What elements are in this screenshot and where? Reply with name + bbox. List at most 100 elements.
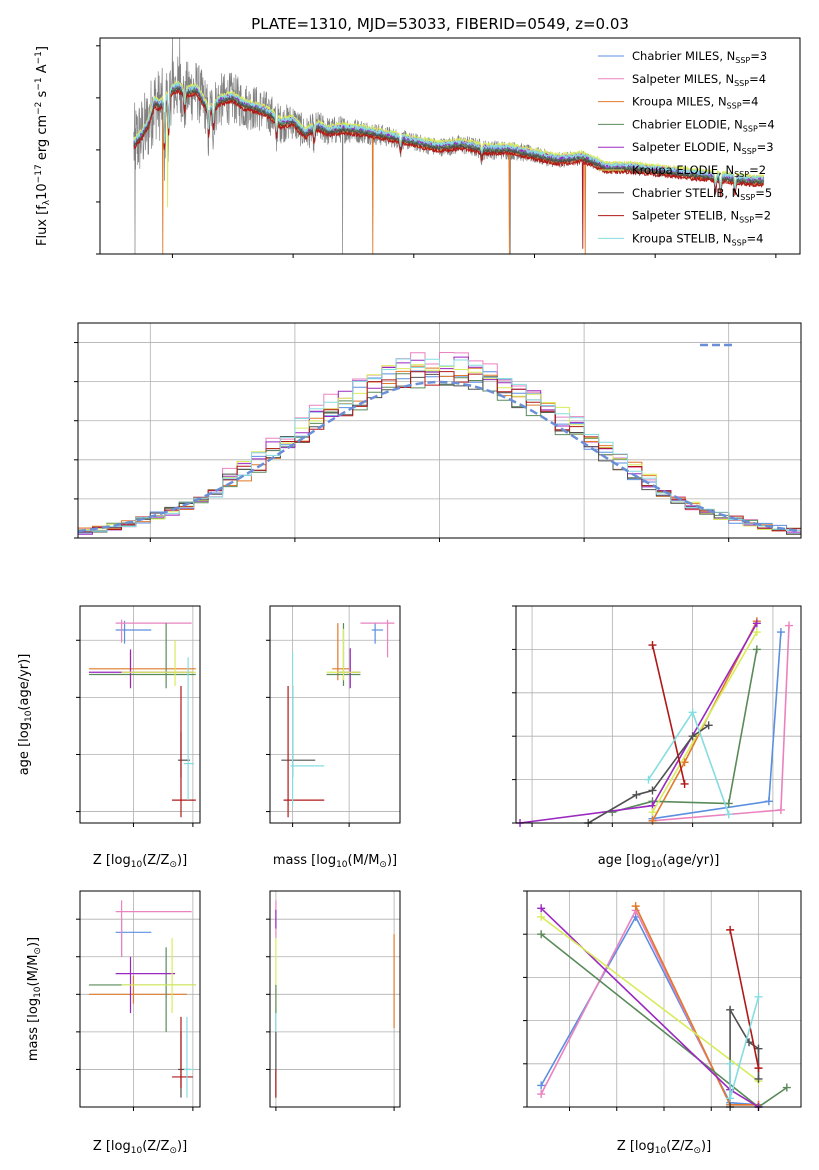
spectrum-panel: Flux [fλ10−17 erg cm−2 s−1 A−1]Chabrier … <box>34 37 801 258</box>
legend-label: Chabrier MILES, NSSP=3 <box>632 49 767 65</box>
legend-label: Chabrier STELIB, NSSP=5 <box>632 186 772 202</box>
label-part: )] <box>387 853 397 868</box>
label-part: (Z/Z <box>142 1139 169 1154</box>
axes-frame <box>79 890 201 1108</box>
series-line-chabrier-miles <box>540 915 759 1106</box>
axes-frame <box>79 605 201 824</box>
data-point-marker <box>754 992 763 1001</box>
label-part: SSP <box>735 56 750 65</box>
label-part: −1 <box>34 77 44 90</box>
label-part: (age/yr)] <box>17 654 32 711</box>
data-point-marker <box>688 708 697 717</box>
data-point-marker <box>724 799 733 808</box>
tick-labels <box>266 918 395 1111</box>
label-part: A <box>35 64 50 77</box>
label-part: 10 <box>24 710 34 722</box>
label-part: age [log <box>598 853 651 868</box>
x-axis-label: Z [log10(Z/Z⊙)] <box>617 1139 711 1156</box>
data-point-marker <box>764 797 773 806</box>
label-part: (M/M <box>348 853 380 868</box>
label-part: =4 <box>758 117 775 131</box>
label-part: s <box>35 90 50 101</box>
data-point-marker <box>784 621 793 630</box>
tick-labels <box>74 342 730 542</box>
label-part: =2 <box>754 209 771 223</box>
legend-label: Salpeter ELODIE, NSSP=3 <box>632 140 774 156</box>
data-point-marker <box>537 1081 546 1090</box>
label-part: Chabrier STELIB, N <box>632 186 740 200</box>
label-part: ] <box>35 46 50 51</box>
y-axis-label: age [log10(age/yr)] <box>17 654 34 776</box>
y-axis-label: Flux [fλ10−17 erg cm−2 s−1 A−1] <box>34 46 52 246</box>
label-part: )] <box>177 1139 187 1154</box>
label-part: (Z/Z <box>666 1139 693 1154</box>
data-point-marker <box>782 1083 791 1092</box>
tick-labels <box>96 45 777 258</box>
data-point-marker <box>648 641 657 650</box>
label-part: )] <box>177 853 187 868</box>
label-part: 10 <box>35 183 50 200</box>
series-line-chabrier-stelib <box>587 724 710 824</box>
tick-labels <box>76 918 194 1111</box>
series-line-salpeter-stelib <box>651 644 686 785</box>
label-part: (M/M <box>26 955 41 987</box>
legend-label: Kroupa ELODIE, NSSP=2 <box>632 163 766 179</box>
model-spectrum-salpeter-elodie <box>133 82 765 190</box>
label-part: Salpeter STELIB, N <box>632 209 739 223</box>
label-part: =4 <box>747 231 764 245</box>
label-part: =5 <box>755 186 772 200</box>
mass-weight-vs-age-panel: age [log10(age/yr)] <box>512 605 802 870</box>
tick-labels <box>523 890 759 1111</box>
series-line-chabrier-elodie <box>612 649 758 813</box>
model-spectrum-chabrier-stelib <box>133 87 764 193</box>
model-spectrum-salpeter-stelib <box>133 88 765 249</box>
label-part: SSP <box>740 193 755 202</box>
data-point-marker <box>724 810 733 819</box>
data-point-marker <box>632 790 641 799</box>
label-part: ⊙ <box>33 947 43 955</box>
label-part: Chabrier ELODIE, N <box>632 117 743 131</box>
label-part: −17 <box>34 164 44 183</box>
mass-vs-metallicity-panel: Z [log10(Z/Z⊙)]mass [log10(M/M⊙)] <box>26 890 201 1156</box>
data-point-marker <box>537 930 546 939</box>
axes-frame <box>269 890 401 1108</box>
label-part: 10 <box>131 860 143 870</box>
label-part: SSP <box>732 238 747 247</box>
errorbars <box>88 900 196 1098</box>
label-part: 10 <box>651 860 663 870</box>
mass-weight-vs-metallicity-panel: Z [log10(Z/Z⊙)] <box>523 890 802 1156</box>
data-point-marker <box>537 904 546 913</box>
data-point-marker <box>726 925 735 934</box>
label-part: SSP <box>743 124 758 133</box>
label-part: SSP <box>742 147 757 156</box>
spectrum-plot <box>133 38 765 254</box>
gaussian-reference-line <box>78 380 801 533</box>
label-part: −2 <box>34 102 44 115</box>
label-part: −1 <box>34 51 44 64</box>
label-part: SSP <box>734 170 749 179</box>
x-axis-label: mass [log10(M/M⊙)] <box>273 853 397 870</box>
label-part: =2 <box>749 163 766 177</box>
data-point-marker <box>726 1059 735 1068</box>
data-point-marker <box>776 628 785 637</box>
data-point-marker <box>631 902 640 911</box>
grid <box>270 606 400 823</box>
grid <box>80 606 200 823</box>
data-point-marker <box>726 1005 735 1014</box>
label-part: Kroupa MILES, N <box>632 95 727 109</box>
tick-labels <box>266 639 350 827</box>
data-point-marker <box>754 1044 763 1053</box>
label-part: mass [log <box>26 998 41 1061</box>
label-part: ⊙ <box>169 860 177 870</box>
series-line-salpeter-stelib <box>729 929 760 1069</box>
label-part: Kroupa ELODIE, N <box>632 163 734 177</box>
residuals-histogram-panel <box>74 322 802 542</box>
data-point-marker <box>754 1064 763 1073</box>
label-part: ⊙ <box>693 1146 701 1156</box>
series-line-kroupa-miles <box>634 905 759 1106</box>
data-point-marker <box>537 1090 546 1099</box>
label-part: Chabrier MILES, N <box>632 49 735 63</box>
label-part: =3 <box>757 140 774 154</box>
age-vs-metallicity-panel: Z [log10(Z/Z⊙)]age [log10(age/yr)] <box>17 605 201 870</box>
